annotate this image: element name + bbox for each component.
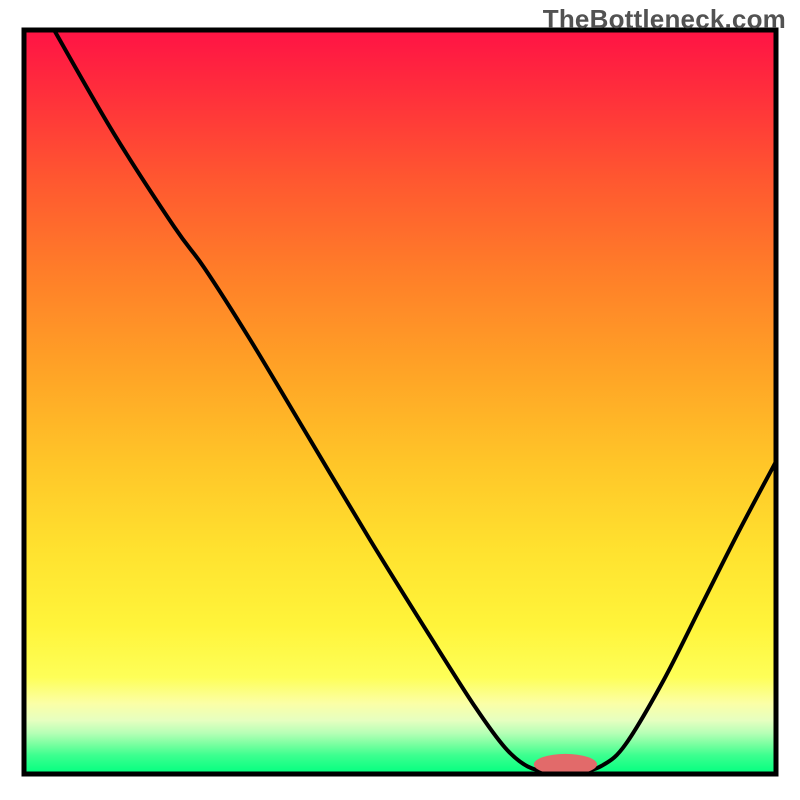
bottleneck-chart: [0, 0, 800, 800]
plot-background: [24, 30, 776, 774]
watermark-text: TheBottleneck.com: [543, 4, 786, 35]
chart-container: TheBottleneck.com: [0, 0, 800, 800]
